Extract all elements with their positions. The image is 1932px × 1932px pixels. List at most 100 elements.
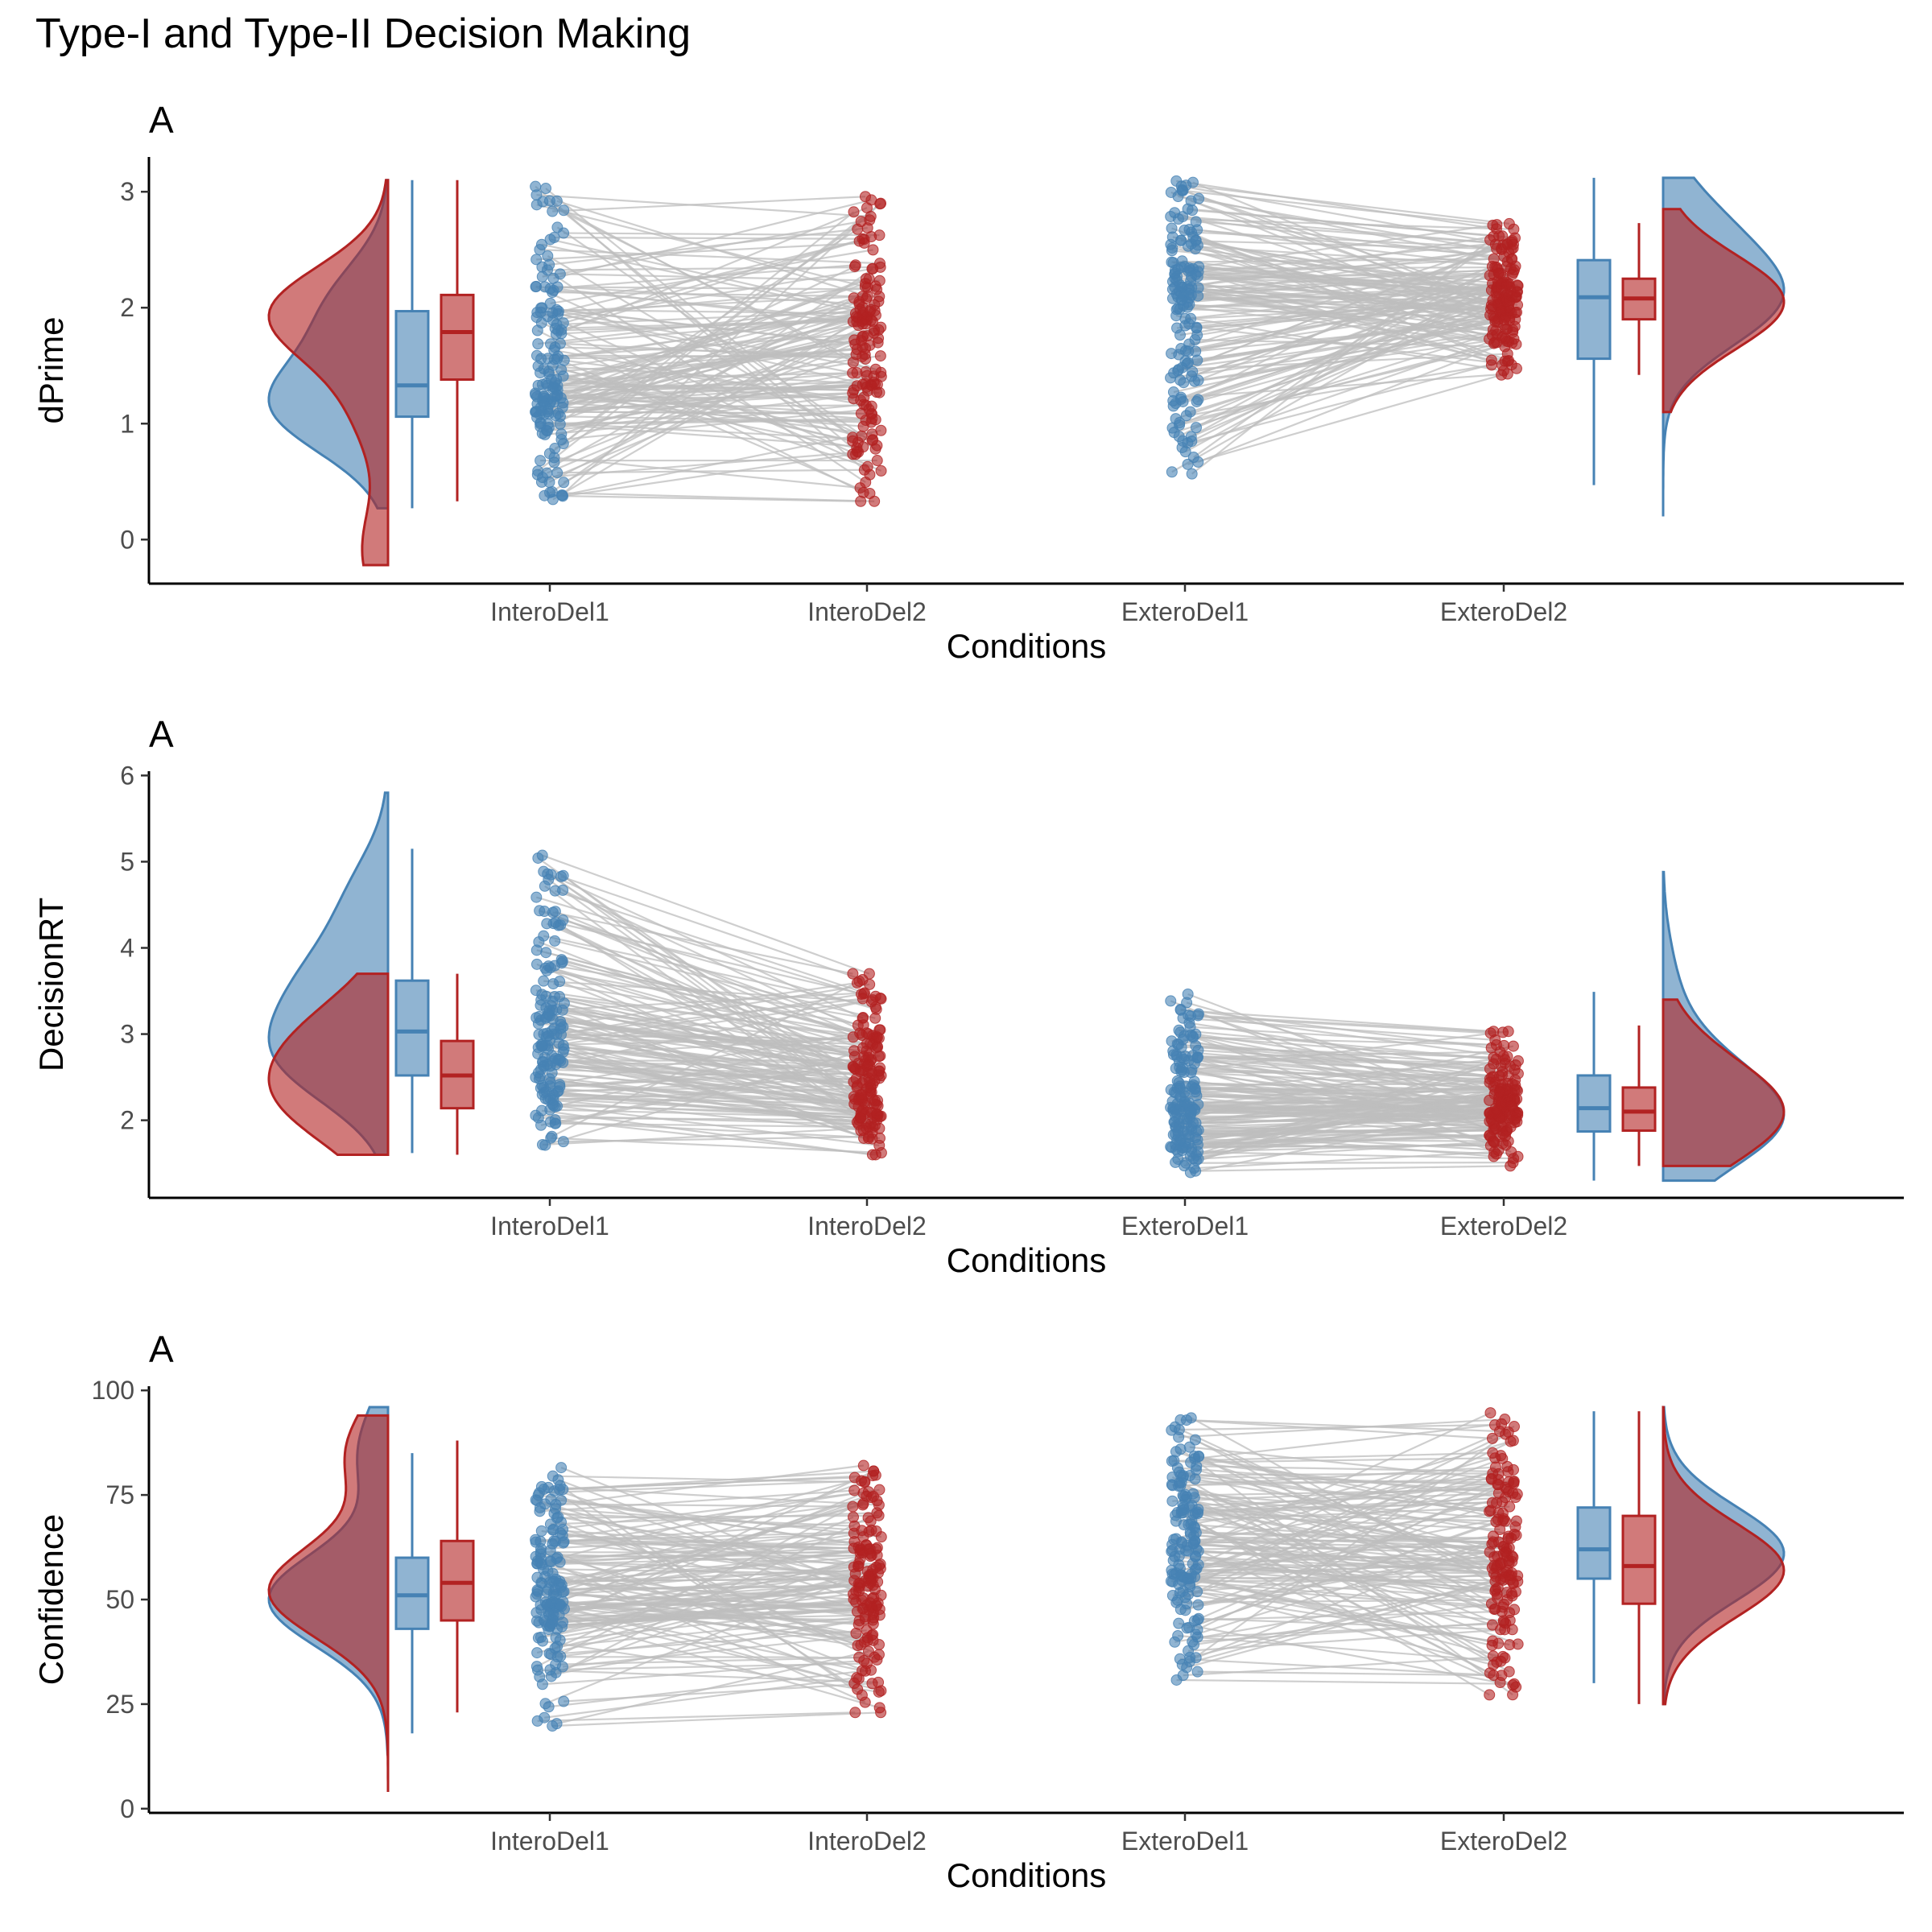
- data-point: [861, 1539, 873, 1551]
- data-point: [853, 1615, 865, 1627]
- data-point: [862, 385, 874, 397]
- data-point: [1492, 1637, 1505, 1649]
- data-point: [535, 1119, 547, 1131]
- pair-line: [1180, 239, 1513, 350]
- data-point: [539, 428, 551, 440]
- pair-line: [543, 1065, 879, 1076]
- data-point: [549, 377, 561, 389]
- pair-line: [1179, 1482, 1511, 1621]
- pair-line: [539, 347, 866, 374]
- data-point: [543, 1030, 555, 1042]
- data-point: [875, 424, 887, 436]
- pair-line: [552, 267, 873, 322]
- data-point: [541, 964, 553, 976]
- pair-line: [544, 1056, 859, 1108]
- data-point: [543, 873, 555, 886]
- data-point: [1174, 1004, 1187, 1016]
- pair-line: [550, 264, 856, 290]
- pair-line: [540, 1055, 879, 1126]
- data-point: [550, 1499, 562, 1511]
- data-point: [1169, 1636, 1181, 1648]
- pair-line: [1195, 1165, 1511, 1172]
- pair-line: [1174, 1459, 1506, 1499]
- data-point: [1169, 281, 1181, 293]
- pair-line: [537, 202, 881, 472]
- pair-line: [1172, 1543, 1504, 1555]
- pair-line: [549, 1078, 880, 1129]
- data-point: [855, 407, 867, 419]
- pair-line: [540, 1575, 869, 1638]
- data-point: [1179, 355, 1191, 367]
- pair-line: [1179, 1583, 1515, 1611]
- data-point: [848, 1484, 861, 1496]
- data-point: [1508, 333, 1520, 345]
- pair-line: [542, 854, 870, 975]
- paired-lines: [535, 180, 1518, 502]
- data-point: [543, 1583, 555, 1596]
- data-point: [558, 354, 570, 366]
- pair-line: [1183, 243, 1496, 402]
- data-point: [864, 487, 876, 499]
- data-point: [547, 1100, 559, 1112]
- data-point: [1488, 1146, 1501, 1158]
- pair-line: [540, 418, 873, 425]
- pair-line: [555, 207, 868, 336]
- pair-line: [1179, 1424, 1495, 1431]
- pair-line: [1179, 1103, 1501, 1129]
- data-point: [1182, 458, 1194, 470]
- pair-line: [1174, 1581, 1513, 1643]
- pair-line: [550, 1662, 867, 1671]
- data-point: [535, 455, 547, 467]
- data-point: [851, 442, 863, 454]
- pair-line: [1183, 272, 1501, 298]
- data-point: [1166, 222, 1178, 234]
- pair-line: [554, 997, 863, 1035]
- data-point: [1484, 1129, 1496, 1141]
- pair-line: [563, 1061, 868, 1067]
- data-point: [547, 978, 559, 990]
- x-tick-label: InteroDel1: [490, 597, 609, 626]
- data-point: [875, 1707, 887, 1719]
- data-point: [534, 244, 546, 256]
- pair-line: [536, 204, 866, 288]
- data-point: [1508, 1477, 1520, 1489]
- data-point: [534, 1670, 546, 1682]
- pair-line: [558, 310, 876, 370]
- x-tick-label: ExteroDel1: [1121, 597, 1249, 626]
- pair-line: [1178, 1622, 1513, 1686]
- pair-line: [552, 911, 853, 975]
- data-point: [1176, 255, 1188, 267]
- pair-line: [1175, 1092, 1497, 1114]
- x-axis-title: Conditions: [947, 627, 1106, 665]
- data-point: [872, 1041, 884, 1053]
- pair-line: [1180, 1551, 1506, 1611]
- pair-line: [1175, 311, 1501, 420]
- pair-line: [564, 1682, 873, 1703]
- y-tick-label: 3: [120, 177, 134, 206]
- y-tick-label: 2: [120, 293, 134, 322]
- data-point: [858, 987, 870, 999]
- data-point: [857, 1459, 869, 1472]
- data-point: [847, 431, 859, 444]
- pair-line: [535, 285, 866, 325]
- data-point: [1492, 1478, 1505, 1490]
- pair-line: [539, 910, 859, 1026]
- data-point: [1188, 1492, 1200, 1504]
- data-point: [538, 363, 550, 375]
- pair-line: [553, 1614, 880, 1709]
- pair-line: [1188, 1112, 1518, 1117]
- y-tick-label: 75: [105, 1480, 134, 1509]
- pair-line: [1187, 360, 1505, 444]
- pair-line: [1186, 184, 1509, 225]
- data-point: [1509, 1521, 1521, 1533]
- data-point: [554, 1484, 566, 1496]
- data-point: [1491, 1107, 1503, 1119]
- data-point: [547, 1567, 559, 1579]
- data-point: [535, 1631, 547, 1643]
- pair-line: [1171, 1451, 1493, 1463]
- data-point: [1493, 1086, 1505, 1098]
- x-tick-label: ExteroDel1: [1121, 1212, 1249, 1241]
- data-point: [543, 408, 555, 420]
- pair-line: [1180, 1009, 1494, 1033]
